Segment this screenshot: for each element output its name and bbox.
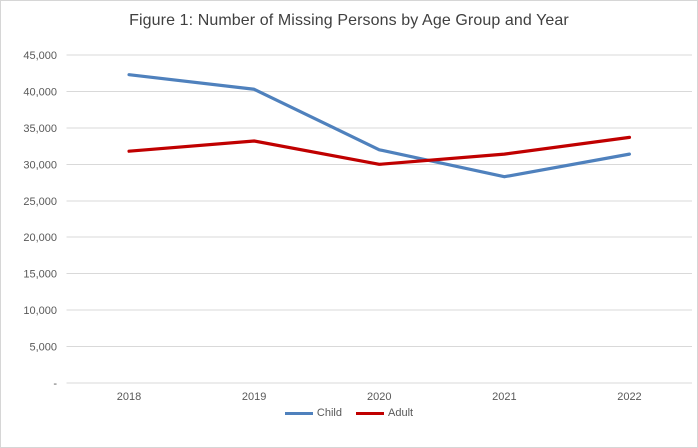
y-tick-label: 30,000	[23, 159, 57, 171]
adult-series-line	[127, 135, 632, 166]
child-line-swatch	[284, 411, 313, 415]
legend-item-adult: Adult	[356, 407, 413, 419]
chart-legend: Child Adult	[1, 405, 697, 421]
child-series-line	[127, 73, 632, 179]
x-tick-label: 2018	[117, 391, 141, 403]
chart-title: Figure 1: Number of Missing Persons by A…	[129, 12, 569, 29]
x-tick-label: 2021	[492, 391, 516, 403]
y-tick-label: 25,000	[23, 196, 57, 208]
y-tick-label: 15,000	[23, 269, 57, 281]
y-tick-label: -	[53, 378, 57, 390]
y-tick-label: 20,000	[23, 232, 57, 244]
x-tick-label: 2019	[242, 391, 266, 403]
x-tick-label: 2020	[367, 391, 391, 403]
adult-line-swatch	[356, 411, 384, 415]
y-tick-label: 45,000	[23, 50, 57, 62]
y-tick-label: 35,000	[23, 123, 57, 135]
legend-label-child: Child	[316, 407, 342, 419]
legend-item-child: Child	[284, 407, 342, 419]
y-tick-label: 40,000	[23, 86, 57, 98]
x-tick-label: 2022	[617, 391, 641, 403]
y-tick-label: 10,000	[23, 305, 57, 317]
y-tick-label: 5,000	[29, 342, 57, 354]
legend-label-adult: Adult	[388, 407, 414, 419]
